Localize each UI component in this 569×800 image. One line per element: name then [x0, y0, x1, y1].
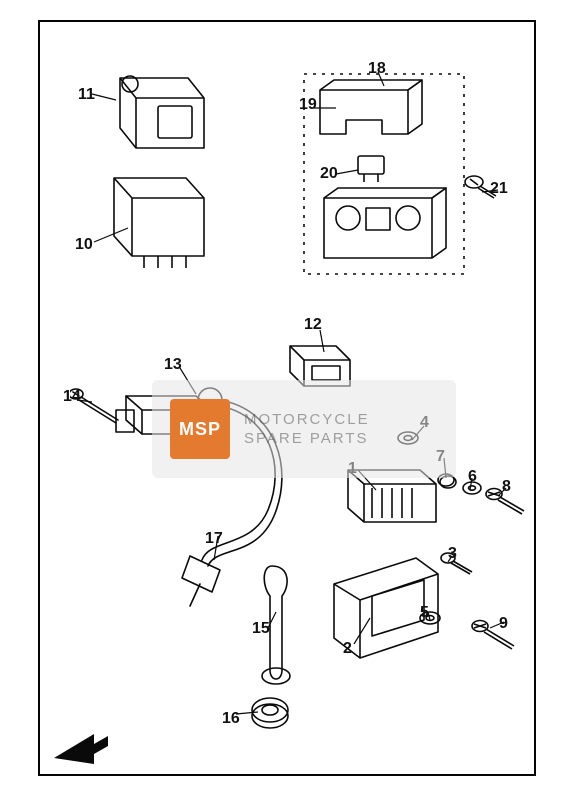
- view-arrow-icon: [50, 720, 110, 775]
- callout-16: 16: [222, 710, 240, 728]
- callout-3: 3: [448, 545, 457, 563]
- callout-20: 20: [320, 165, 338, 183]
- callout-2: 2: [343, 640, 352, 658]
- callout-8: 8: [502, 478, 511, 496]
- watermark-text: MOTORCYCLE SPARE PARTS: [244, 410, 370, 449]
- callout-21: 21: [490, 180, 508, 198]
- callout-9: 9: [499, 615, 508, 633]
- callout-5: 5: [420, 604, 429, 622]
- watermark-logo: MSP: [170, 399, 230, 459]
- watermark: MSP MOTORCYCLE SPARE PARTS: [152, 380, 456, 478]
- callout-10: 10: [75, 236, 93, 254]
- callout-13: 13: [164, 356, 182, 374]
- callout-12: 12: [304, 316, 322, 334]
- callout-11: 11: [78, 86, 95, 104]
- watermark-line2: SPARE PARTS: [244, 429, 370, 449]
- callout-15: 15: [252, 620, 270, 638]
- callout-18: 18: [368, 60, 386, 78]
- callout-14: 14: [63, 388, 81, 406]
- watermark-logo-text: MSP: [179, 419, 221, 440]
- callout-6: 6: [468, 468, 477, 486]
- watermark-line1: MOTORCYCLE: [244, 410, 370, 430]
- callout-19: 19: [299, 96, 317, 114]
- callout-17: 17: [205, 530, 223, 548]
